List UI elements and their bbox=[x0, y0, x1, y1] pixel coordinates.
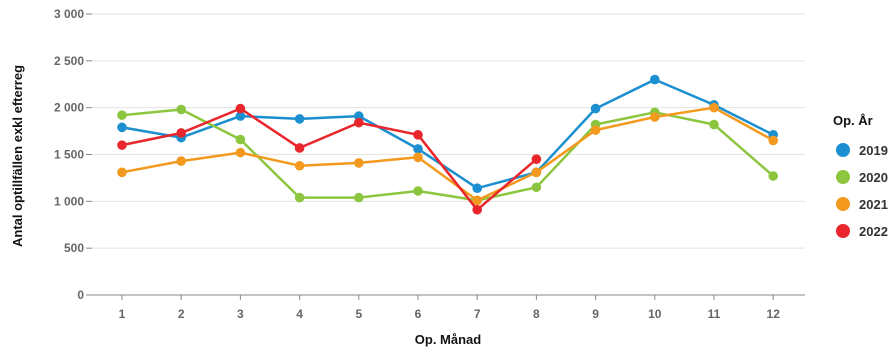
y-axis-title: Antal optillfällen exkl efterreg bbox=[10, 65, 25, 247]
data-point bbox=[176, 128, 186, 138]
y-tick-label: 2 000 bbox=[54, 101, 84, 115]
data-point bbox=[709, 119, 719, 130]
x-tick-label: 6 bbox=[415, 307, 422, 321]
data-point bbox=[709, 102, 719, 113]
data-point bbox=[235, 103, 246, 114]
x-tick-label: 5 bbox=[355, 307, 362, 321]
series-2019 bbox=[117, 74, 778, 194]
legend-title: Op. År bbox=[833, 113, 873, 128]
y-tick-label: 1 500 bbox=[54, 148, 84, 162]
x-tick-label: 1 bbox=[119, 307, 126, 321]
x-tick-label: 10 bbox=[648, 307, 662, 321]
legend: Op. År 2019 2020 2021 2022 bbox=[833, 113, 888, 239]
series-line-2022 bbox=[121, 107, 538, 212]
legend-marker-2022 bbox=[836, 224, 850, 238]
x-tick-label: 12 bbox=[767, 307, 781, 321]
data-point bbox=[235, 134, 246, 145]
legend-label-2020: 2020 bbox=[859, 170, 888, 185]
data-point bbox=[294, 143, 305, 153]
legend-label-2021: 2021 bbox=[859, 197, 888, 212]
x-tick-label: 7 bbox=[474, 307, 481, 321]
legend-label-2019: 2019 bbox=[859, 143, 888, 158]
series-line-2019 bbox=[121, 78, 774, 190]
x-tick-label: 9 bbox=[592, 307, 599, 321]
data-point bbox=[531, 182, 542, 193]
data-point bbox=[117, 167, 127, 178]
data-point bbox=[413, 186, 423, 196]
data-point bbox=[354, 117, 364, 128]
data-point bbox=[354, 192, 364, 203]
data-point bbox=[235, 147, 246, 158]
data-point bbox=[472, 204, 483, 215]
data-point bbox=[117, 122, 127, 133]
y-axis-ticks: 0 500 1 000 1 500 2 000 2 500 3 000 bbox=[54, 7, 92, 302]
legend-label-2022: 2022 bbox=[859, 224, 888, 239]
data-point bbox=[650, 74, 660, 85]
data-point bbox=[768, 135, 778, 146]
series-2022 bbox=[117, 103, 542, 215]
data-point bbox=[413, 130, 423, 140]
series-lines bbox=[117, 74, 778, 215]
data-point bbox=[413, 144, 423, 154]
legend-marker-2019 bbox=[836, 143, 850, 157]
data-point bbox=[650, 112, 660, 122]
data-point bbox=[294, 160, 305, 171]
data-point bbox=[176, 104, 186, 115]
y-tick-label: 1 000 bbox=[54, 194, 84, 208]
data-point bbox=[590, 125, 601, 135]
data-point bbox=[472, 183, 483, 194]
y-tick-label: 500 bbox=[64, 241, 84, 255]
data-point bbox=[590, 103, 601, 114]
data-point bbox=[768, 171, 778, 181]
data-point bbox=[531, 154, 542, 164]
series-line-2021 bbox=[121, 106, 774, 202]
x-axis-title: Op. Månad bbox=[415, 332, 482, 347]
legend-marker-2020 bbox=[836, 170, 850, 184]
data-point bbox=[413, 152, 423, 163]
y-tick-label: 0 bbox=[77, 288, 84, 302]
data-point bbox=[235, 111, 246, 121]
x-tick-label: 11 bbox=[708, 307, 721, 321]
data-point bbox=[472, 195, 483, 206]
data-point bbox=[176, 156, 186, 166]
x-tick-label: 8 bbox=[533, 307, 540, 321]
data-point bbox=[117, 140, 127, 150]
data-point bbox=[354, 158, 364, 168]
data-point bbox=[531, 167, 542, 178]
gridlines bbox=[92, 13, 805, 249]
x-tick-label: 2 bbox=[178, 307, 185, 321]
data-point bbox=[294, 192, 305, 203]
x-tick-label: 4 bbox=[296, 307, 303, 321]
data-point bbox=[294, 114, 305, 124]
y-tick-label: 3 000 bbox=[54, 7, 84, 21]
legend-marker-2021 bbox=[836, 197, 850, 211]
x-tick-label: 3 bbox=[237, 307, 244, 321]
y-tick-label: 2 500 bbox=[54, 54, 84, 68]
series-2021 bbox=[117, 102, 778, 206]
x-axis: 1 2 3 4 5 6 7 8 9 10 11 12 bbox=[92, 294, 805, 321]
data-point bbox=[117, 110, 127, 120]
